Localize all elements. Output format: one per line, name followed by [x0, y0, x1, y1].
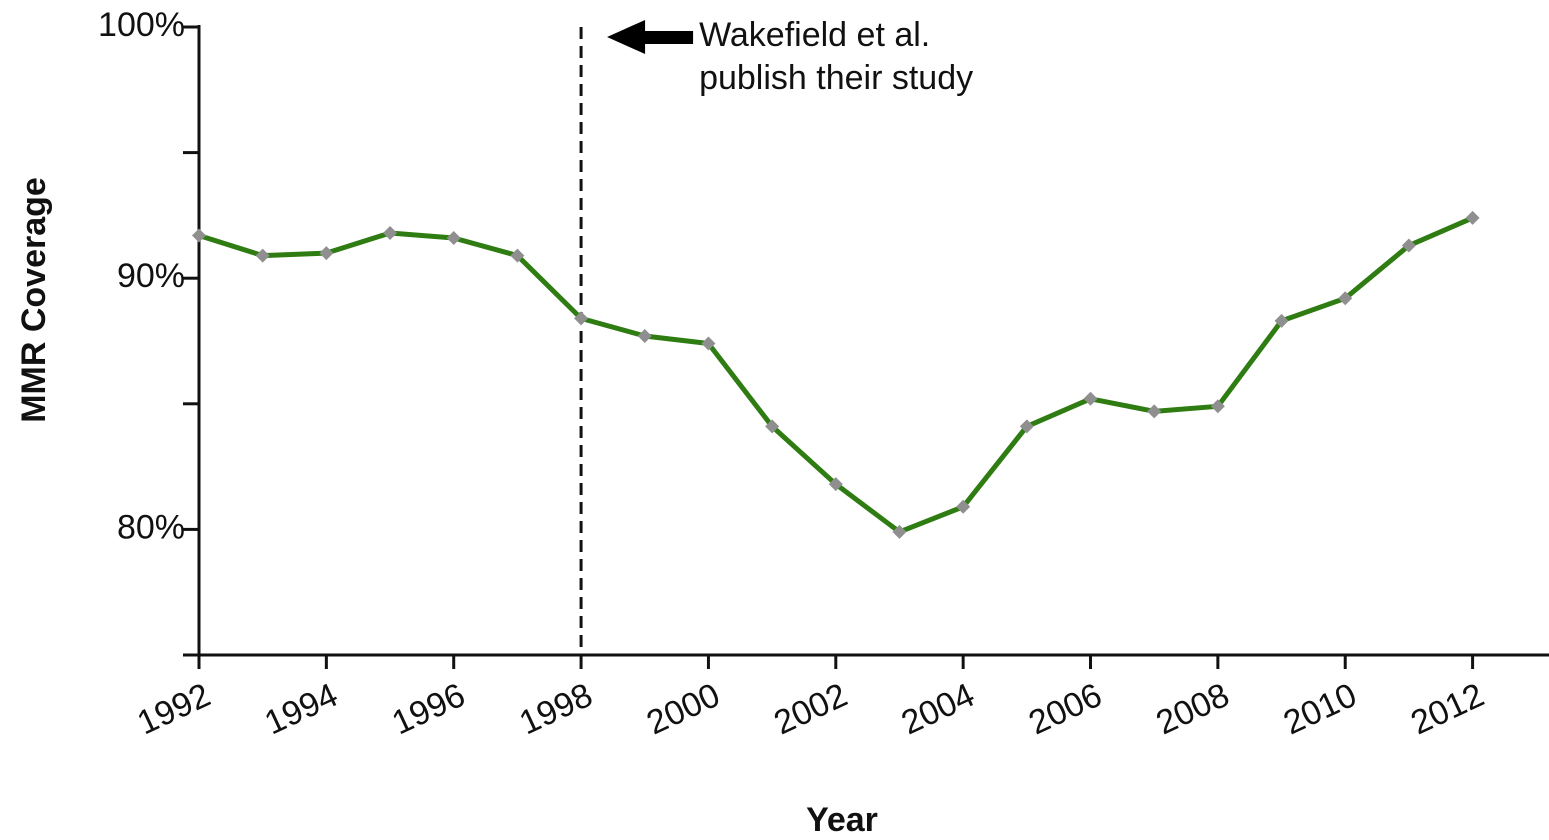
data-point	[828, 477, 843, 492]
data-point	[637, 328, 652, 343]
data-point	[255, 248, 270, 263]
data-point	[1465, 210, 1480, 225]
y-tick-label: 100%	[98, 6, 185, 44]
data-point	[1401, 238, 1416, 253]
data-point	[574, 311, 589, 326]
data-point	[956, 499, 971, 514]
y-tick-label: 80%	[117, 508, 185, 546]
data-point	[1019, 419, 1034, 434]
annotation-text: publish their study	[699, 59, 973, 97]
y-axis-title: MMR Coverage	[15, 177, 53, 423]
data-point	[192, 228, 206, 243]
data-point	[446, 231, 461, 246]
arrow	[607, 20, 694, 54]
y-tick-label: 90%	[117, 257, 185, 295]
x-tick-label: 2000	[641, 676, 726, 742]
x-tick-label: 2012	[1405, 676, 1490, 742]
x-tick-label: 1994	[259, 676, 344, 742]
data-point	[510, 248, 525, 263]
x-tick-label: 1992	[132, 676, 217, 742]
data-point	[765, 419, 780, 434]
data-point	[1083, 391, 1098, 406]
data-point	[319, 246, 334, 261]
data-point	[1210, 399, 1225, 414]
data-point	[701, 336, 716, 351]
x-tick-label: 2010	[1278, 676, 1363, 742]
x-axis-title: Year	[806, 801, 878, 839]
annotation-text: Wakefield et al.	[699, 16, 930, 54]
data-point	[1147, 404, 1162, 419]
data-point	[1274, 313, 1289, 328]
x-tick-label: 2008	[1150, 676, 1235, 742]
x-tick-label: 2002	[768, 676, 853, 742]
data-point	[383, 225, 398, 240]
x-tick-label: 1998	[514, 676, 599, 742]
x-tick-label: 2004	[896, 676, 981, 742]
data-point	[1338, 291, 1353, 306]
x-tick-label: 2006	[1023, 676, 1108, 742]
x-tick-label: 1996	[386, 676, 471, 742]
data-point	[892, 524, 907, 539]
